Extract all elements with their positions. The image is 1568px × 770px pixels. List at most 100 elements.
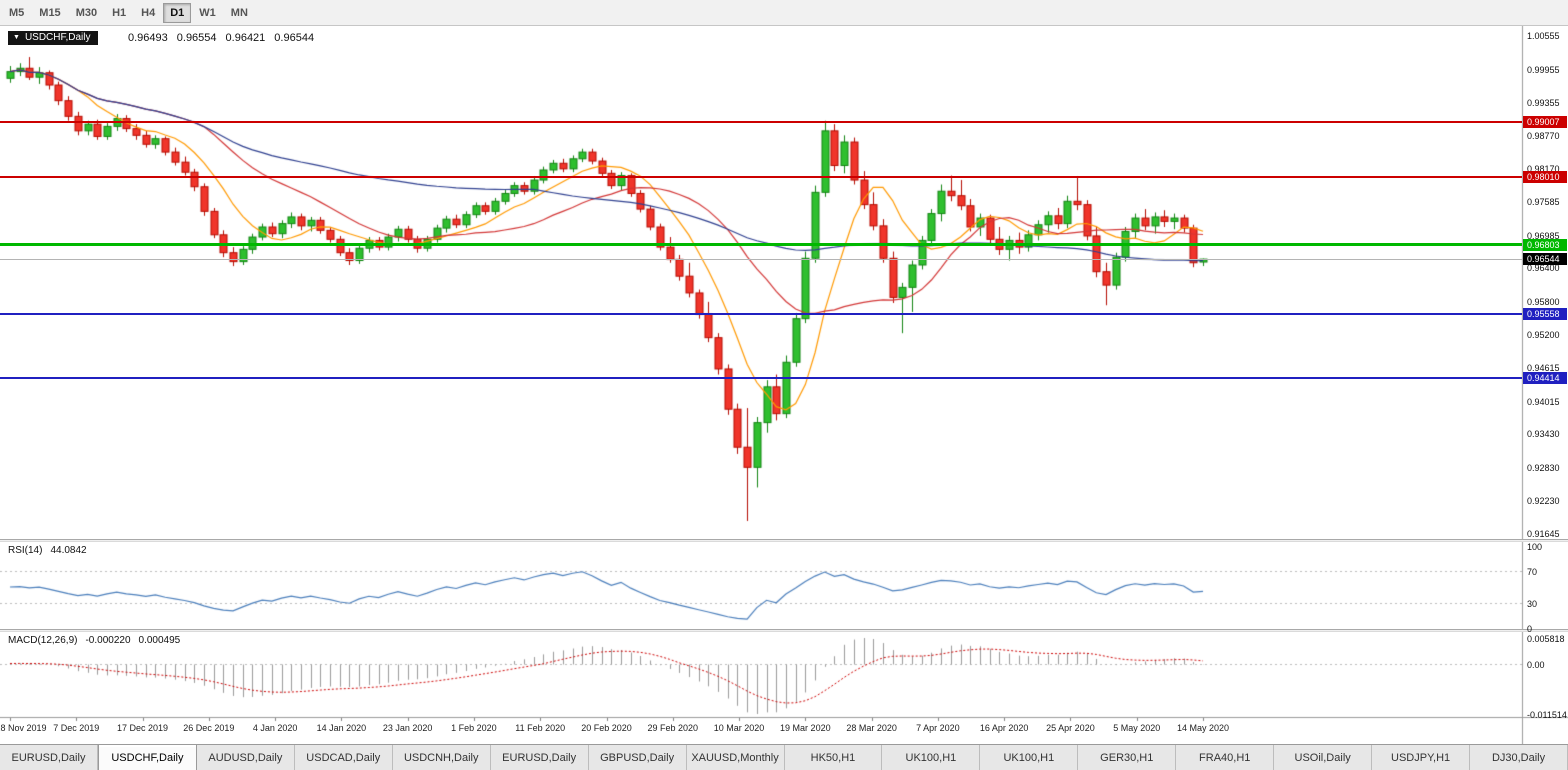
chart-tab-ger30-h1[interactable]: GER30,H1: [1078, 745, 1177, 770]
symbol-label[interactable]: ▼ USDCHF,Daily: [8, 31, 98, 45]
chart-tab-eurusd-daily[interactable]: EURUSD,Daily: [0, 745, 98, 770]
price-axis-label: 0.95200: [1527, 330, 1560, 341]
date-axis-label: 16 Apr 2020: [979, 723, 1029, 733]
chart-tab-usdjpy-h1[interactable]: USDJPY,H1: [1372, 745, 1471, 770]
panel-splitter-macd[interactable]: [0, 629, 1568, 632]
date-axis-label: 5 May 2020: [1113, 723, 1161, 733]
date-axis-label: 19 Mar 2020: [780, 723, 831, 733]
price-axis-label: 0.98170: [1527, 164, 1560, 175]
price-axis-label: 0.94615: [1527, 363, 1560, 373]
price-axis-label: 0.99955: [1527, 64, 1560, 75]
timeframe-button-d1[interactable]: D1: [163, 2, 192, 23]
price-axis-label: 0.99355: [1527, 98, 1560, 109]
price-axis-label: 1.00555: [1527, 31, 1560, 41]
price-axis-label: 0.96400: [1527, 263, 1560, 274]
price-badge-0.98010: 0.98010: [1523, 171, 1567, 184]
chevron-down-icon: ▼: [13, 34, 20, 41]
rsi-axis-label: 100: [1527, 542, 1543, 552]
chart-tab-dj30-daily[interactable]: DJ30,Daily: [1470, 745, 1568, 770]
timeframe-button-m15[interactable]: M15: [32, 3, 67, 23]
date-axis-label: 14 Jan 2020: [316, 723, 367, 733]
macd-main-value: -0.000220: [85, 635, 131, 646]
chart-tab-xauusd-monthly[interactable]: XAUUSD,Monthly: [686, 745, 785, 770]
date-axis-label: 1 Feb 2020: [451, 723, 497, 733]
ohlc-high: 0.96554: [176, 32, 217, 44]
date-axis-label: 28 Mar 2020: [846, 723, 897, 733]
hline-support-0.95558[interactable]: [0, 313, 1522, 316]
date-axis-label: 14 May 2020: [1176, 723, 1230, 733]
price-axis-label: 0.92830: [1527, 462, 1560, 473]
chart-tab-fra40-h1[interactable]: FRA40,H1: [1176, 745, 1275, 770]
rsi-axis-label: 70: [1527, 566, 1538, 577]
date-axis-label: 26 Dec 2019: [183, 723, 235, 733]
chart-overlay: ▼ USDCHF,Daily 0.96493 0.96554 0.96421 0…: [0, 26, 1568, 744]
panel-splitter-rsi[interactable]: [0, 539, 1568, 542]
date-axis-label: 10 Mar 2020: [713, 723, 765, 733]
price-badge-0.96803: 0.96803: [1523, 238, 1567, 251]
timeframe-button-h1[interactable]: H1: [105, 3, 133, 23]
macd-axis-label: 0.00: [1527, 659, 1545, 670]
symbol-name: USDCHF,Daily: [24, 32, 91, 43]
timeframe-button-m5[interactable]: M5: [2, 3, 31, 23]
chart-tab-usdcad-daily[interactable]: USDCAD,Daily: [294, 745, 393, 770]
timeframe-button-w1[interactable]: W1: [192, 3, 223, 23]
chart-tab-audusd-daily[interactable]: AUDUSD,Daily: [196, 745, 295, 770]
current-price-line: [0, 259, 1522, 261]
timeframe-toolbar: M5 M15 M30 H1 H4 D1 W1 MN: [0, 0, 1568, 26]
chart-tab-uk100-h1[interactable]: UK100,H1: [980, 745, 1079, 770]
current-price-badge: 0.96544: [1523, 253, 1567, 266]
chart-tab-gbpusd-daily[interactable]: GBPUSD,Daily: [588, 745, 687, 770]
timeframe-button-mn[interactable]: MN: [224, 3, 255, 23]
price-axis-label: 0.92230: [1527, 496, 1560, 507]
date-axis-label: 17 Dec 2019: [117, 723, 169, 733]
chart-tab-usdcnh-daily[interactable]: USDCNH,Daily: [392, 745, 491, 770]
macd-indicator-label: MACD(12,26,9) -0.000220 0.000495: [8, 635, 180, 646]
hline-support-0.94414[interactable]: [0, 377, 1522, 380]
ohlc-readout: 0.96493 0.96554 0.96421 0.96544: [128, 32, 314, 44]
ohlc-low: 0.96421: [225, 32, 266, 44]
chart-tab-uk100-h1[interactable]: UK100,H1: [882, 745, 981, 770]
date-axis-label: 29 Feb 2020: [647, 723, 699, 733]
price-axis-label: 0.93430: [1527, 429, 1560, 440]
price-chart-canvas[interactable]: [0, 26, 1568, 744]
price-axis-label: 0.98770: [1527, 130, 1560, 141]
price-badge-0.99007: 0.99007: [1523, 115, 1567, 128]
chart-tab-hk50-h1[interactable]: HK50,H1: [784, 745, 883, 770]
price-axis-label: 0.91645: [1527, 529, 1560, 539]
date-axis-label: 25 Apr 2020: [1046, 723, 1095, 733]
timeframe-button-m30[interactable]: M30: [69, 3, 104, 23]
macd-signal-value: 0.000495: [138, 635, 181, 646]
date-axis-label: 7 Dec 2019: [53, 723, 100, 733]
ohlc-close: 0.96544: [274, 32, 315, 44]
hline-resistance-0.98010[interactable]: [0, 176, 1522, 179]
rsi-indicator-label: RSI(14) 44.0842: [8, 545, 87, 556]
ohlc-open: 0.96493: [128, 32, 168, 44]
chart-tab-usdchf-daily[interactable]: USDCHF,Daily: [97, 745, 197, 770]
price-badge-0.94414: 0.94414: [1523, 372, 1567, 385]
rsi-value: 44.0842: [50, 545, 87, 556]
chart-tabs-bar: EURUSD,Daily USDCHF,Daily AUDUSD,Daily USDC…: [0, 744, 1568, 770]
price-badge-0.95558: 0.95558: [1523, 308, 1567, 321]
rsi-axis-label: 0: [1527, 624, 1533, 634]
macd-name: MACD(12,26,9): [8, 635, 78, 646]
price-axis-label: 0.94015: [1527, 396, 1560, 407]
price-axis-label: 0.96985: [1527, 230, 1560, 241]
macd-axis-label: -0.011514: [1527, 710, 1567, 720]
rsi-name: RSI(14): [8, 545, 43, 556]
hline-resistance-0.99007[interactable]: [0, 120, 1522, 123]
date-axis-label: 23 Jan 2020: [382, 723, 433, 733]
price-axis-label: 0.95800: [1527, 296, 1560, 307]
date-axis-label: 28 Nov 2019: [0, 723, 47, 733]
price-axis-label: 0.97585: [1527, 197, 1560, 207]
macd-axis-label: 0.005818: [1527, 634, 1565, 644]
date-axis-label: 20 Feb 2020: [581, 723, 632, 733]
chart-tab-eurusd-daily[interactable]: EURUSD,Daily: [490, 745, 589, 770]
hline-pivot-0.96803[interactable]: [0, 243, 1522, 247]
date-axis-label: 4 Jan 2020: [252, 723, 298, 733]
chart-region: ▼ USDCHF,Daily 0.96493 0.96554 0.96421 0…: [0, 26, 1568, 744]
chart-tab-usoil-daily[interactable]: USOil,Daily: [1274, 745, 1373, 770]
date-axis-label: 11 Feb 2020: [515, 723, 566, 733]
date-axis-label: 7 Apr 2020: [916, 723, 960, 733]
timeframe-button-h4[interactable]: H4: [134, 3, 162, 23]
